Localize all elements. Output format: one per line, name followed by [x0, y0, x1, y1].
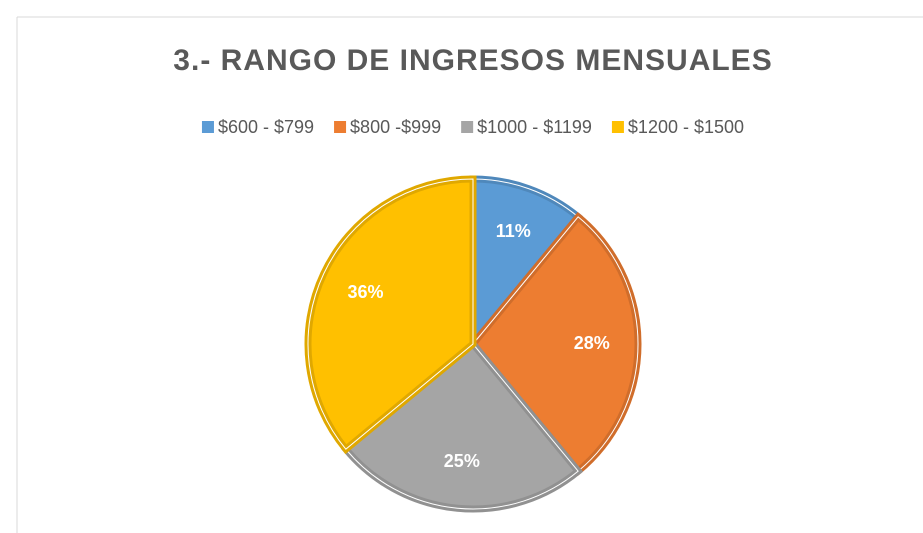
legend-swatch [334, 121, 347, 133]
legend-label: $1200 - $1500 [628, 117, 744, 137]
legend-label: $1000 - $1199 [477, 117, 592, 137]
data-label: 28% [574, 333, 610, 353]
slice-separator [472, 178, 579, 346]
data-label: 11% [496, 221, 531, 241]
legend-swatch [461, 121, 474, 133]
slice-separator [345, 343, 579, 510]
legend-swatch [611, 121, 624, 133]
slice-separator [307, 178, 474, 450]
legend-label: $600 - $799 [218, 117, 314, 137]
slice-separator [472, 216, 639, 472]
data-label: 25% [444, 451, 480, 471]
legend-swatch [201, 121, 214, 133]
chart-title: 3.- RANGO DE INGRESOS MENSUALES [173, 44, 772, 77]
data-label: 36% [347, 282, 383, 302]
legend-label: $800 -$999 [350, 117, 441, 137]
